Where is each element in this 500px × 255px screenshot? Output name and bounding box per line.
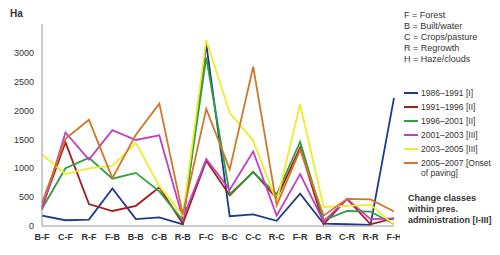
html-text:C = Crops/pasture: C = Crops/pasture bbox=[404, 32, 478, 42]
svg-text:F-C: F-C bbox=[199, 232, 214, 242]
svg-text:2500: 2500 bbox=[14, 77, 34, 87]
html-text:B = Built/water: B = Built/water bbox=[404, 21, 463, 31]
html-text:2005–2007 [Onset of paving]: 2005–2007 [Onset of paving] bbox=[421, 158, 491, 178]
svg-text:C-C: C-C bbox=[245, 232, 261, 242]
html-text:H = Haze/clouds: H = Haze/clouds bbox=[404, 54, 471, 64]
svg-text:C-R: C-R bbox=[339, 232, 355, 242]
html-text:R = Regrowth: R = Regrowth bbox=[404, 43, 460, 53]
svg-text:F-H: F-H bbox=[387, 232, 401, 242]
html-text:1991–1996 [II]: 1991–1996 [II] bbox=[421, 102, 476, 112]
svg-text:C-F: C-F bbox=[58, 232, 73, 242]
svg-text:C-B: C-B bbox=[151, 232, 167, 242]
svg-text:F-R: F-R bbox=[293, 232, 308, 242]
html-text:1996–2001 [II]: 1996–2001 [II] bbox=[421, 116, 476, 126]
html-text:1986–1991 [I]: 1986–1991 [I] bbox=[421, 88, 473, 98]
svg-text:B-R: B-R bbox=[316, 232, 332, 242]
html-text:Change classes within pres. ad: Change classes within pres. administrati… bbox=[408, 193, 492, 225]
html-text:Ha: Ha bbox=[10, 8, 23, 19]
html-text:2003–2005 [III]: 2003–2005 [III] bbox=[421, 144, 478, 154]
svg-text:3000: 3000 bbox=[14, 48, 34, 58]
svg-text:0: 0 bbox=[29, 221, 34, 231]
svg-text:R-R: R-R bbox=[363, 232, 379, 242]
svg-text:R-C: R-C bbox=[269, 232, 285, 242]
svg-text:F-B: F-B bbox=[105, 232, 120, 242]
svg-text:R-B: R-B bbox=[175, 232, 191, 242]
svg-text:500: 500 bbox=[19, 192, 34, 202]
html-text:2001–2003 [III]: 2001–2003 [III] bbox=[421, 130, 478, 140]
svg-text:B-F: B-F bbox=[35, 232, 50, 242]
html-text:F = Forest: F = Forest bbox=[404, 10, 446, 20]
svg-text:1500: 1500 bbox=[14, 135, 34, 145]
svg-text:R-F: R-F bbox=[81, 232, 96, 242]
svg-text:2000: 2000 bbox=[14, 106, 34, 116]
svg-text:B-C: B-C bbox=[222, 232, 238, 242]
svg-text:1000: 1000 bbox=[14, 163, 34, 173]
svg-text:B-B: B-B bbox=[128, 232, 144, 242]
